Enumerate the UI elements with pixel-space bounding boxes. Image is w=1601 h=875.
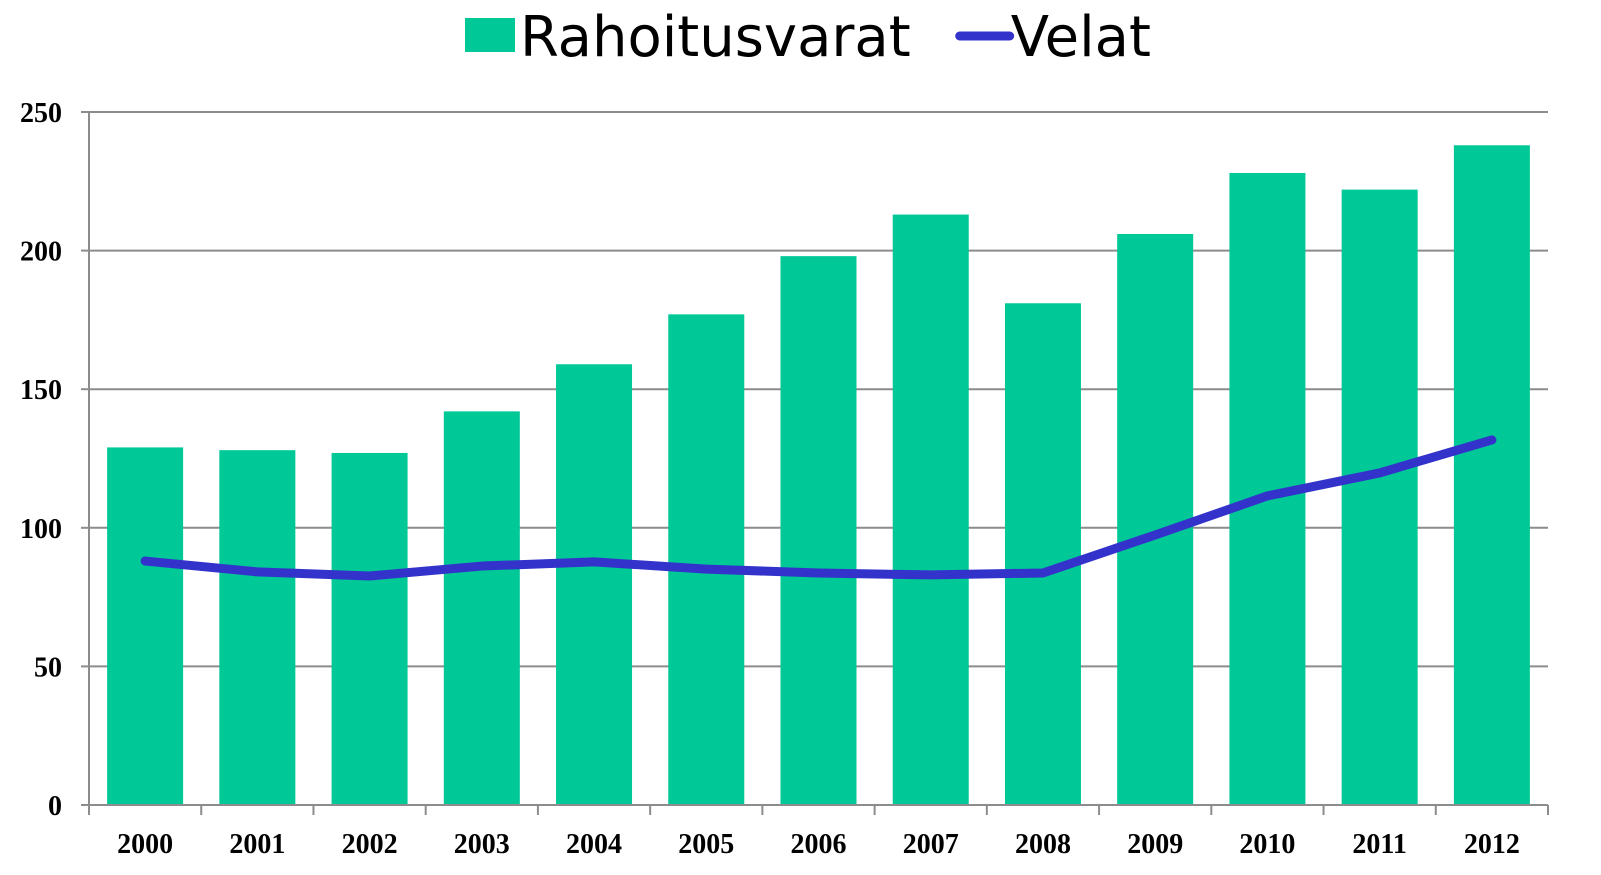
bar — [1453, 145, 1530, 805]
legend-swatch — [465, 18, 515, 52]
bar — [556, 364, 633, 805]
legend: Rahoitusvarat Velat — [465, 5, 1151, 70]
y-tick-label: 250 — [20, 98, 62, 129]
bar — [443, 411, 520, 805]
y-tick-label: 100 — [20, 514, 62, 545]
y-tick-label: 150 — [20, 375, 62, 406]
bar — [1117, 233, 1194, 805]
line — [140, 435, 1497, 581]
bar — [107, 447, 184, 805]
x-tick-label: 2000 — [117, 829, 173, 860]
y-tick-label: 50 — [34, 652, 62, 683]
bar — [780, 256, 857, 805]
y-tick-label: 0 — [48, 791, 62, 822]
bar — [892, 214, 969, 806]
x-tick-label: 2008 — [1015, 829, 1071, 860]
x-tick-label: 2003 — [454, 829, 510, 860]
x-tick-label: 2010 — [1239, 829, 1295, 860]
x-tick-label: 2004 — [566, 829, 622, 860]
x-tick-label: 2001 — [229, 829, 285, 860]
x-tick-label: 2006 — [791, 829, 847, 860]
x-tick-label: 2002 — [342, 829, 398, 860]
y-tick-label: 200 — [20, 237, 62, 268]
x-tick-label: 2007 — [903, 829, 959, 860]
x-tick-label: 2012 — [1464, 829, 1520, 860]
legend-label: Rahoitusvarat — [520, 5, 911, 70]
x-tick-label: 2005 — [678, 829, 734, 860]
x-tick-label: 2011 — [1352, 829, 1406, 860]
bar — [1341, 189, 1418, 806]
bar — [668, 314, 745, 805]
bar — [331, 452, 408, 805]
bar — [1004, 303, 1081, 805]
x-tick-label: 2009 — [1127, 829, 1183, 860]
bar — [219, 450, 296, 805]
legend-label: Velat — [1011, 5, 1151, 70]
